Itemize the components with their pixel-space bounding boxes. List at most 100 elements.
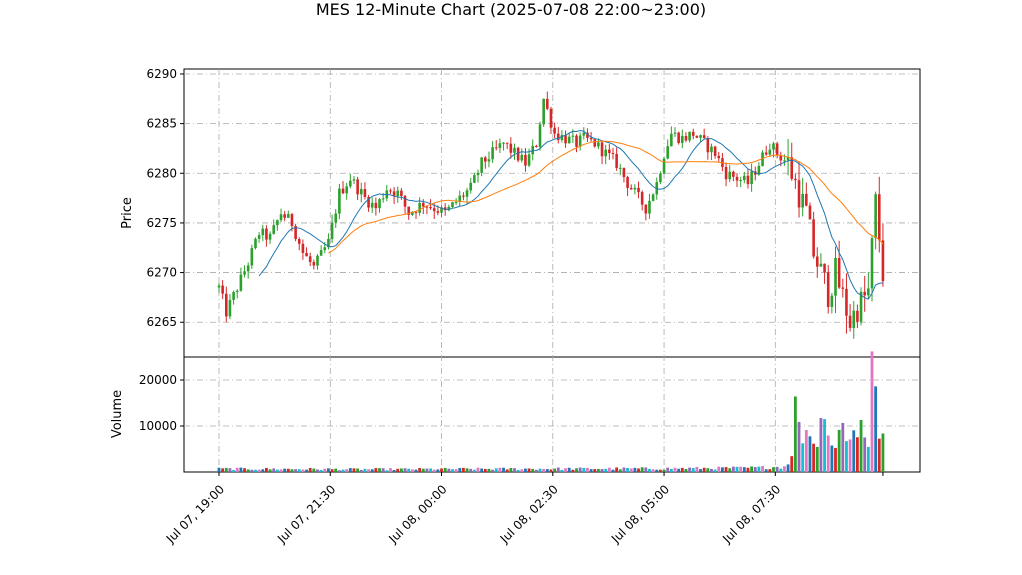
candle-body xyxy=(593,139,597,147)
volume-bar xyxy=(286,468,290,472)
volume-bar xyxy=(713,469,717,472)
volume-bar xyxy=(593,469,597,472)
candle-body xyxy=(666,146,670,159)
candle-body xyxy=(352,179,356,181)
candle-body xyxy=(246,265,250,272)
candle-body xyxy=(874,194,877,239)
x-tick-label: Jul 07, 19:00 xyxy=(163,482,227,546)
volume-bar xyxy=(874,386,878,472)
volume-bar xyxy=(505,469,509,472)
candle-body xyxy=(239,274,243,291)
candle-body xyxy=(480,157,483,173)
candle-body xyxy=(790,157,794,179)
volume-bar xyxy=(856,437,859,472)
candle-body xyxy=(407,206,410,215)
volume-bar xyxy=(768,469,772,472)
volume-bar xyxy=(772,467,775,472)
volume-bar xyxy=(761,466,764,472)
volume-bar xyxy=(305,469,308,472)
volume-bar xyxy=(480,468,484,472)
candle-body xyxy=(564,135,567,144)
candle-body xyxy=(556,133,560,141)
candle-body xyxy=(600,142,604,157)
volume-bar xyxy=(451,469,454,472)
candle-body xyxy=(250,248,254,266)
volume-bar xyxy=(655,469,659,472)
volume-bar xyxy=(866,446,870,472)
candle-body xyxy=(775,143,779,155)
candle-body xyxy=(677,132,680,143)
volume-bar xyxy=(378,468,381,472)
volume-bar xyxy=(341,469,345,472)
volume-bar xyxy=(513,468,516,472)
volume-bar xyxy=(637,468,640,472)
candle-body xyxy=(509,143,513,153)
candle-body xyxy=(618,167,622,169)
volume-bar xyxy=(629,468,633,472)
volume-bar xyxy=(691,467,695,472)
candle-body xyxy=(706,138,710,153)
volume-bar xyxy=(764,469,768,472)
candle-body xyxy=(513,147,516,153)
volume-bar xyxy=(542,468,546,472)
volume-bar xyxy=(301,469,305,472)
volume-bar xyxy=(717,466,721,472)
candle-body xyxy=(224,293,228,317)
volume-bar xyxy=(356,468,360,472)
candle-body xyxy=(396,190,400,197)
price-tick-label: 6265 xyxy=(146,315,177,329)
candle-body xyxy=(327,238,330,248)
volume-bar xyxy=(290,469,294,472)
candle-body xyxy=(527,154,531,166)
candle-body xyxy=(702,135,706,139)
candle-body xyxy=(772,143,775,150)
volume-bar xyxy=(560,469,564,472)
volume-bar xyxy=(644,467,648,472)
chart-title: MES 12-Minute Chart (2025-07-08 22:00~23… xyxy=(315,0,707,19)
volume-bar xyxy=(553,468,557,472)
volume-bar xyxy=(724,467,728,472)
candle-body xyxy=(863,291,866,296)
volume-bars-layer xyxy=(217,351,885,472)
volume-bar xyxy=(502,467,505,472)
volume-bar xyxy=(440,468,443,472)
candle-body xyxy=(695,135,699,138)
volume-bar xyxy=(673,467,677,472)
candle-body xyxy=(808,205,812,220)
candle-body xyxy=(560,135,564,141)
price-tick-label: 6290 xyxy=(146,67,177,81)
volume-bar xyxy=(633,467,637,472)
candle-body xyxy=(764,152,768,155)
volume-bar xyxy=(783,466,786,472)
candle-body xyxy=(662,158,666,174)
volume-bar xyxy=(348,468,352,472)
volume-bar xyxy=(596,468,600,472)
candle-body xyxy=(783,160,786,162)
candle-body xyxy=(301,243,305,253)
candle-body xyxy=(465,190,469,197)
volume-bar xyxy=(330,469,334,472)
candle-body xyxy=(586,132,589,138)
volume-bar xyxy=(863,437,867,472)
volume-bar xyxy=(699,469,702,472)
volume-bar xyxy=(753,467,757,472)
volume-bar xyxy=(640,467,644,472)
candle-body xyxy=(640,192,644,205)
volume-bar xyxy=(319,469,323,472)
volume-bar xyxy=(407,468,411,472)
volume-bar xyxy=(793,396,797,472)
candle-body xyxy=(670,133,673,147)
candle-body xyxy=(462,195,465,197)
candle-body xyxy=(823,263,826,273)
volume-bar xyxy=(575,468,578,472)
candle-body xyxy=(411,211,414,215)
volume-bar xyxy=(815,446,819,472)
candle-body xyxy=(440,207,443,213)
volume-bar xyxy=(841,422,845,472)
candle-body xyxy=(498,143,502,148)
candle-body xyxy=(673,132,677,134)
candle-body xyxy=(680,136,684,143)
candle-body xyxy=(476,172,480,176)
candle-body xyxy=(604,149,607,157)
